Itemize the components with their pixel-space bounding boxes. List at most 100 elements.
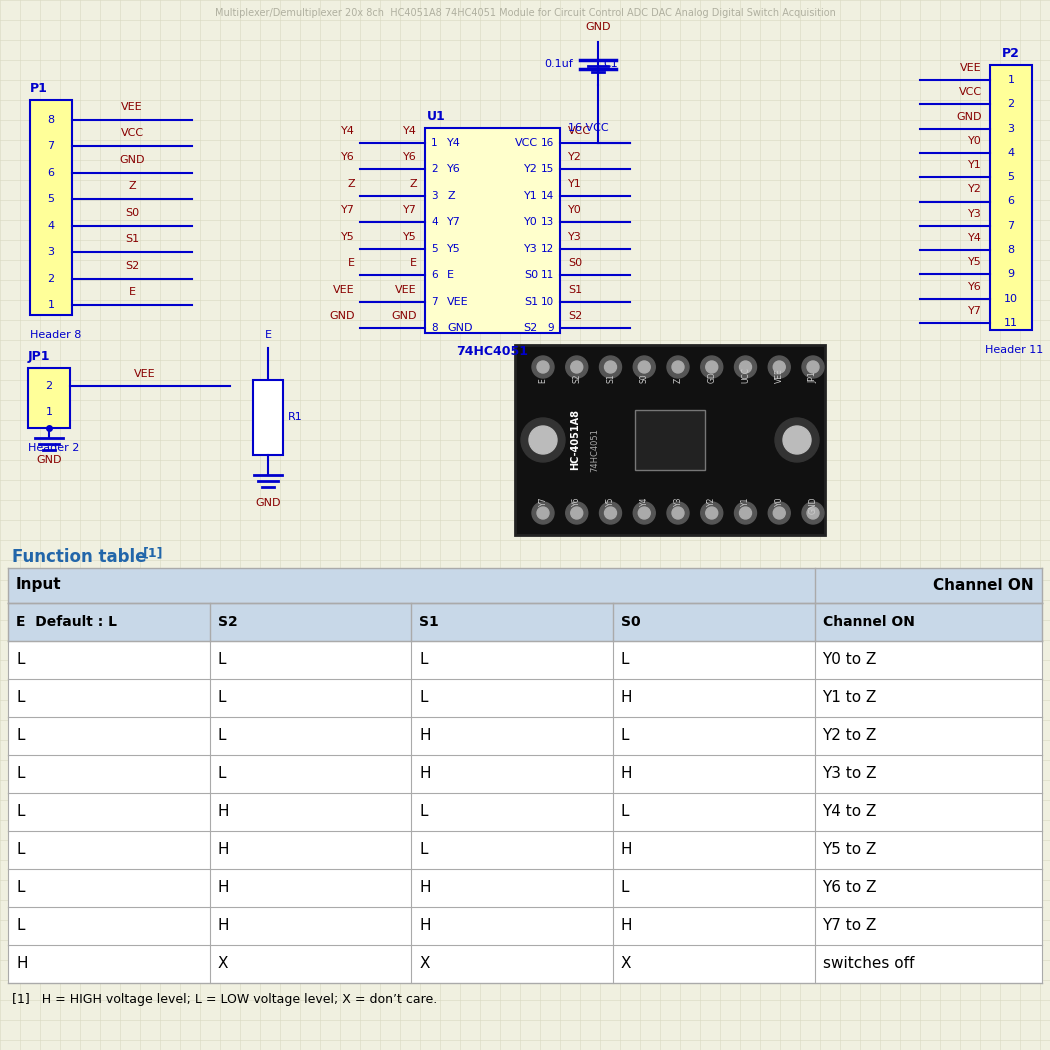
Text: H: H [419,729,430,743]
Text: E: E [447,270,454,280]
Text: H: H [419,919,430,933]
Text: Y6: Y6 [447,165,461,174]
Text: VCC: VCC [959,87,982,98]
Circle shape [532,502,554,524]
Circle shape [802,502,824,524]
Text: 2: 2 [47,274,55,284]
Text: Y7 to Z: Y7 to Z [822,919,877,933]
Text: 1: 1 [430,138,438,148]
Bar [8,907,1042,945]
Text: Y4 to Z: Y4 to Z [822,804,877,819]
Text: 5: 5 [47,194,55,205]
Circle shape [605,361,616,373]
Circle shape [638,507,650,519]
Text: 74HC4051: 74HC4051 [590,428,600,471]
Text: 9: 9 [547,323,554,333]
Text: S0: S0 [621,615,640,629]
Text: VCC: VCC [568,126,591,136]
Text: 4: 4 [430,217,438,227]
Bar [514,345,825,536]
Text: Y5: Y5 [447,244,461,254]
Text: Y3 to Z: Y3 to Z [822,766,877,781]
Text: L: L [16,842,24,858]
Circle shape [672,361,684,373]
Text: 11: 11 [541,270,554,280]
Bar [28,368,70,428]
Text: Y1: Y1 [524,191,538,201]
Text: Y4: Y4 [639,497,649,506]
Circle shape [773,507,785,519]
Text: JP1: JP1 [28,350,50,363]
Text: L: L [217,691,226,706]
Circle shape [521,418,565,462]
Circle shape [537,507,549,519]
Text: Y7: Y7 [403,206,417,215]
Text: VEE: VEE [134,369,155,379]
Text: Y2: Y2 [568,152,582,163]
Circle shape [600,356,622,378]
Text: VEE: VEE [396,285,417,295]
Text: 11: 11 [1004,318,1018,328]
Text: Z: Z [410,178,417,189]
Text: 4: 4 [1007,148,1014,158]
Text: Y1: Y1 [968,161,982,170]
Text: VCC: VCC [121,128,144,139]
Circle shape [529,426,557,454]
Text: 14: 14 [541,191,554,201]
Circle shape [571,507,583,519]
Text: Header 8: Header 8 [30,330,82,340]
Text: Y7: Y7 [447,217,461,227]
Text: X: X [621,957,631,971]
Text: H: H [621,691,632,706]
Text: L: L [621,881,629,896]
Text: E: E [539,378,547,383]
Text: 1: 1 [45,407,53,417]
Text: GND: GND [255,498,280,508]
Text: VEE: VEE [961,63,982,74]
Text: 4: 4 [47,220,55,231]
Text: 8: 8 [1007,245,1014,255]
Text: H: H [621,842,632,858]
Text: UCC: UCC [741,368,750,383]
Text: Y3: Y3 [673,497,683,506]
Text: HC-4051A8: HC-4051A8 [570,410,580,470]
Text: S2: S2 [524,323,538,333]
Text: H: H [16,957,27,971]
Text: Y0: Y0 [775,497,783,506]
Circle shape [706,361,718,373]
Text: X: X [217,957,228,971]
Text: Y6: Y6 [968,281,982,292]
Text: R1: R1 [288,412,302,422]
Text: Y3: Y3 [968,209,982,218]
Text: GND: GND [957,111,982,122]
Text: 2: 2 [45,381,53,391]
Text: 5: 5 [430,244,438,254]
Text: Y7: Y7 [968,306,982,316]
Bar [8,603,1042,640]
Text: Y0 to Z: Y0 to Z [822,652,877,668]
Text: 3: 3 [430,191,438,201]
Circle shape [773,361,785,373]
Text: 2: 2 [430,165,438,174]
Text: P1: P1 [30,82,48,94]
Text: 15: 15 [541,165,554,174]
Text: H: H [217,842,229,858]
Text: Y3: Y3 [524,244,538,254]
Text: Y1 to Z: Y1 to Z [822,691,877,706]
Text: S1: S1 [125,234,139,245]
Text: Y1: Y1 [741,497,750,506]
Text: Multiplexer/Demultiplexer 20x 8ch  HC4051A8 74HC4051 Module for Circuit Control : Multiplexer/Demultiplexer 20x 8ch HC4051… [214,8,836,18]
Text: VCC: VCC [514,138,538,148]
Text: Y2: Y2 [524,165,538,174]
Circle shape [633,502,655,524]
Text: GND: GND [37,455,62,465]
Text: Y4: Y4 [403,126,417,136]
Text: Channel ON: Channel ON [822,615,915,629]
Text: L: L [217,652,226,668]
Text: 13: 13 [541,217,554,227]
Text: Y6: Y6 [341,152,355,163]
Text: VEE: VEE [334,285,355,295]
Text: 10: 10 [541,296,554,307]
Text: L: L [419,842,427,858]
Bar [8,717,1042,755]
